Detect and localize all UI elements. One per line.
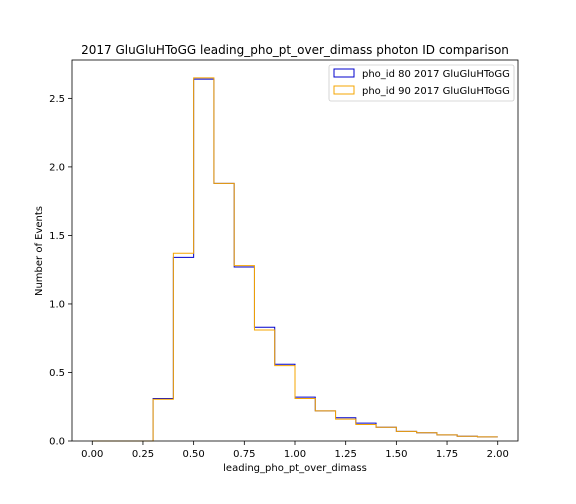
legend-label-0: pho_id 80 2017 GluGluHToGG bbox=[362, 69, 510, 80]
y-axis: 0.0 0.5 1.0 1.5 2.0 2.5 bbox=[49, 94, 72, 448]
legend-box bbox=[328, 64, 515, 102]
x-tick-label: 0.50 bbox=[183, 449, 205, 460]
plot-area bbox=[92, 77, 498, 442]
y-tick-label: 1.0 bbox=[49, 299, 65, 310]
y-axis-label: Number of Events bbox=[34, 206, 45, 296]
x-axis-label: leading_pho_pt_over_dimass bbox=[223, 463, 367, 474]
series-line-1 bbox=[92, 77, 498, 442]
x-tick-label: 1.75 bbox=[436, 449, 458, 460]
x-tick-label: 0.00 bbox=[81, 449, 103, 460]
chart-title: 2017 GluGluHToGG leading_pho_pt_over_dim… bbox=[81, 43, 509, 57]
y-tick-label: 0.0 bbox=[49, 437, 65, 448]
legend: pho_id 80 2017 GluGluHToGG pho_id 90 201… bbox=[328, 64, 515, 102]
x-tick-label: 1.50 bbox=[385, 449, 407, 460]
legend-label-1: pho_id 90 2017 GluGluHToGG bbox=[362, 86, 510, 97]
x-tick-label: 1.00 bbox=[284, 449, 306, 460]
y-tick-label: 2.0 bbox=[49, 162, 65, 173]
legend-swatch-1 bbox=[333, 85, 355, 95]
x-tick-label: 2.00 bbox=[487, 449, 509, 460]
x-axis: 0.00 0.25 0.50 0.75 1.00 1.25 1.50 1.75 2.00 bbox=[81, 441, 509, 460]
x-tick-label: 0.25 bbox=[132, 449, 154, 460]
legend-swatch-0 bbox=[333, 68, 355, 78]
x-tick-label: 1.25 bbox=[335, 449, 357, 460]
x-tick-label: 0.75 bbox=[233, 449, 255, 460]
y-tick-label: 1.5 bbox=[49, 231, 65, 242]
y-tick-label: 0.5 bbox=[49, 368, 65, 379]
y-tick-label: 2.5 bbox=[49, 94, 65, 105]
